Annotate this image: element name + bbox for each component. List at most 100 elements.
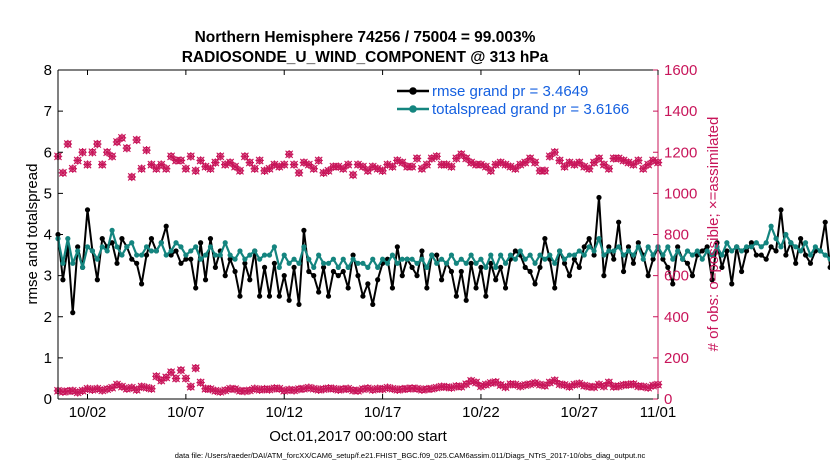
obs-possible-marker bbox=[117, 133, 127, 143]
rmse-point bbox=[320, 264, 327, 270]
totalspread-point bbox=[463, 260, 469, 266]
obs-assimilated-marker bbox=[427, 384, 436, 393]
obs-possible-marker bbox=[639, 164, 648, 173]
y-tick-label-left: 3 bbox=[44, 268, 52, 285]
x-tick-label: 10/22 bbox=[462, 404, 500, 421]
obs-possible-marker bbox=[634, 156, 643, 165]
rmse-point bbox=[616, 219, 622, 225]
obs-possible-marker bbox=[643, 160, 653, 169]
series-layer bbox=[53, 133, 830, 397]
obs-possible-marker bbox=[142, 145, 151, 155]
obs-assimilated-marker bbox=[525, 379, 535, 389]
totalspread-point bbox=[75, 248, 81, 254]
obs-possible-marker bbox=[584, 164, 594, 173]
chart-subtitle: RADIOSONDE_U_WIND_COMPONENT @ 313 hPa bbox=[182, 49, 549, 66]
obs-assimilated-marker bbox=[535, 380, 545, 389]
obs-assimilated-marker bbox=[255, 385, 264, 394]
totalspread-point bbox=[650, 252, 656, 258]
rmse-point bbox=[409, 264, 415, 270]
obs-possible-marker bbox=[594, 154, 604, 163]
totalspread-point bbox=[807, 252, 814, 258]
obs-assimilated-marker bbox=[580, 381, 589, 390]
obs-possible-marker bbox=[161, 164, 171, 173]
totalspread-point bbox=[60, 260, 66, 266]
obs-assimilated-marker bbox=[186, 382, 195, 391]
totalspread-point bbox=[429, 252, 435, 258]
rmse-point bbox=[99, 236, 105, 242]
rmse-point bbox=[394, 244, 400, 250]
totalspread-point bbox=[763, 240, 769, 246]
rmse-point bbox=[802, 252, 809, 258]
rmse-point bbox=[296, 301, 302, 308]
rmse-point bbox=[286, 297, 292, 303]
rmse-point bbox=[778, 207, 784, 213]
totalspread-point bbox=[679, 256, 686, 262]
obs-possible-marker bbox=[604, 164, 614, 173]
obs-possible-marker bbox=[339, 164, 348, 173]
obs-possible-marker bbox=[127, 172, 136, 182]
rmse-point bbox=[375, 277, 381, 283]
totalspread-point bbox=[793, 244, 799, 250]
rmse-point bbox=[581, 244, 587, 250]
rmse-point bbox=[532, 281, 538, 287]
obs-assimilated-marker bbox=[471, 378, 481, 387]
totalspread-point bbox=[817, 248, 823, 254]
rmse-point bbox=[306, 268, 312, 275]
totalspread-point bbox=[557, 248, 563, 254]
rmse-point bbox=[709, 277, 715, 283]
obs-assimilated-marker bbox=[501, 382, 510, 392]
obs-possible-marker bbox=[245, 158, 255, 167]
obs-assimilated-marker bbox=[383, 383, 392, 392]
totalspread-point bbox=[375, 264, 381, 270]
totalspread-point bbox=[237, 248, 243, 254]
totalspread-point bbox=[689, 252, 696, 258]
totalspread-point bbox=[561, 256, 568, 262]
x-tick-label: 11/01 bbox=[640, 404, 676, 421]
totalspread-point bbox=[320, 260, 327, 266]
totalspread-point bbox=[193, 244, 199, 250]
rmse-point bbox=[399, 273, 405, 279]
totalspread-point bbox=[473, 260, 479, 266]
totalspread-point bbox=[104, 248, 110, 254]
rmse-point bbox=[748, 240, 755, 246]
totalspread-point bbox=[748, 244, 755, 250]
y-tick-label-right: 600 bbox=[664, 268, 689, 285]
rmse-point bbox=[635, 240, 641, 246]
y-tick-label-right: 1200 bbox=[664, 144, 697, 161]
obs-assimilated-marker bbox=[265, 385, 274, 394]
axes-layer: 0 1 2 3 4 5 6 7 8 0 200 400 600 800 1000 1200 1400 1600 10… bbox=[44, 62, 698, 421]
series-totalspread bbox=[55, 223, 830, 270]
obs-possible-marker bbox=[265, 164, 274, 173]
totalspread-point bbox=[252, 248, 258, 254]
rmse-point bbox=[704, 244, 710, 250]
obs-assimilated-marker bbox=[314, 385, 323, 394]
totalspread-point bbox=[743, 244, 750, 250]
obs-possible-marker bbox=[304, 160, 314, 169]
legend: rmse grand pr = 3.4649 totalspread grand… bbox=[397, 83, 629, 118]
totalspread-point bbox=[65, 236, 71, 242]
obs-assimilated-marker bbox=[491, 377, 500, 387]
totalspread-point bbox=[507, 252, 514, 258]
obs-possible-marker bbox=[417, 164, 427, 173]
obs-assimilated-marker bbox=[171, 374, 181, 383]
rmse-point bbox=[783, 252, 789, 258]
obs-assimilated-marker bbox=[412, 384, 422, 393]
obs-assimilated-marker bbox=[147, 384, 156, 393]
totalspread-point bbox=[709, 252, 715, 258]
obs-assimilated-marker bbox=[604, 378, 614, 387]
rmse-point bbox=[419, 248, 425, 254]
rmse-point bbox=[370, 301, 376, 308]
obs-possible-marker bbox=[599, 160, 609, 169]
obs-assimilated-marker bbox=[461, 379, 471, 389]
rmse-point bbox=[591, 252, 597, 258]
obs-possible-marker bbox=[88, 148, 97, 157]
obs-assimilated-marker bbox=[648, 381, 658, 390]
rmse-point bbox=[478, 264, 484, 270]
legend-label-totalspread: totalspread grand pr = 3.6166 bbox=[432, 101, 629, 118]
rmse-point bbox=[571, 256, 577, 262]
rmse-point bbox=[271, 260, 277, 266]
obs-assimilated-marker bbox=[486, 378, 495, 388]
rmse-point bbox=[247, 277, 253, 283]
rmse-point bbox=[714, 240, 720, 246]
rmse-point bbox=[439, 277, 445, 283]
